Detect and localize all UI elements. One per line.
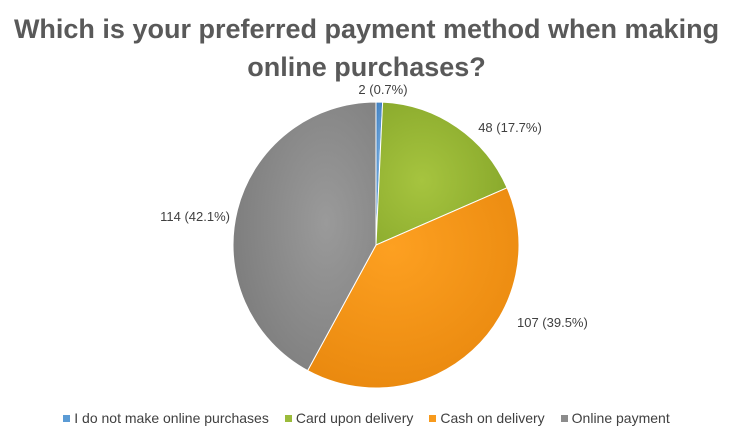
legend-label-3: Cash on delivery xyxy=(440,410,545,426)
pie-slice-2 xyxy=(375,101,508,246)
pie-slice-4 xyxy=(232,101,377,372)
legend-item-4: Online payment xyxy=(560,410,670,426)
legend-item-1: I do not make online purchases xyxy=(63,410,269,426)
chart-title: Which is your preferred payment method w… xyxy=(13,14,720,82)
legend-swatch-2 xyxy=(284,414,292,422)
legend-label-4: Online payment xyxy=(571,410,670,426)
legend-item-2: Card upon delivery xyxy=(284,410,414,426)
legend-swatch-4 xyxy=(560,414,568,422)
data-label-1: 2 (0.7%) xyxy=(358,82,407,97)
data-label-4: 114 (42.1%) xyxy=(160,209,230,224)
pie-slice-3 xyxy=(306,187,520,389)
legend-label-1: I do not make online purchases xyxy=(74,410,269,426)
data-label-3: 107 (39.5%) xyxy=(517,315,588,330)
legend-swatch-3 xyxy=(429,414,437,422)
legend-label-2: Card upon delivery xyxy=(295,410,414,426)
chart-legend: I do not make online purchases Card upon … xyxy=(0,410,733,426)
legend-swatch-1 xyxy=(63,414,71,422)
data-label-2: 48 (17.7%) xyxy=(478,120,542,135)
legend-item-3: Cash on delivery xyxy=(429,410,545,426)
